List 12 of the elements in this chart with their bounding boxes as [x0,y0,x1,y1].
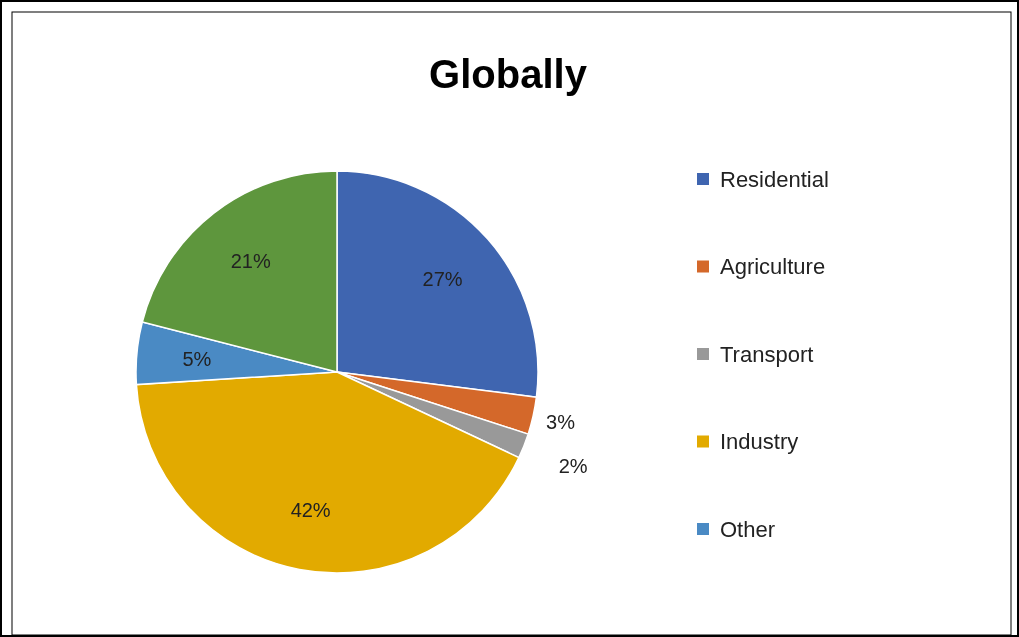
data-label: 42% [290,499,331,522]
legend-label: Agriculture [720,254,826,279]
legend-label: Other [720,516,776,542]
data-label: 2% [558,454,588,477]
legend-label: Industry [720,429,799,454]
legend-label: Residential [720,166,829,192]
chart-title: Globally [429,52,588,96]
data-label: 21% [230,249,271,272]
data-label: 27% [422,267,463,290]
data-label: 5% [182,347,212,370]
data-label: 3% [546,410,576,433]
legend-label: Transport [720,341,814,367]
